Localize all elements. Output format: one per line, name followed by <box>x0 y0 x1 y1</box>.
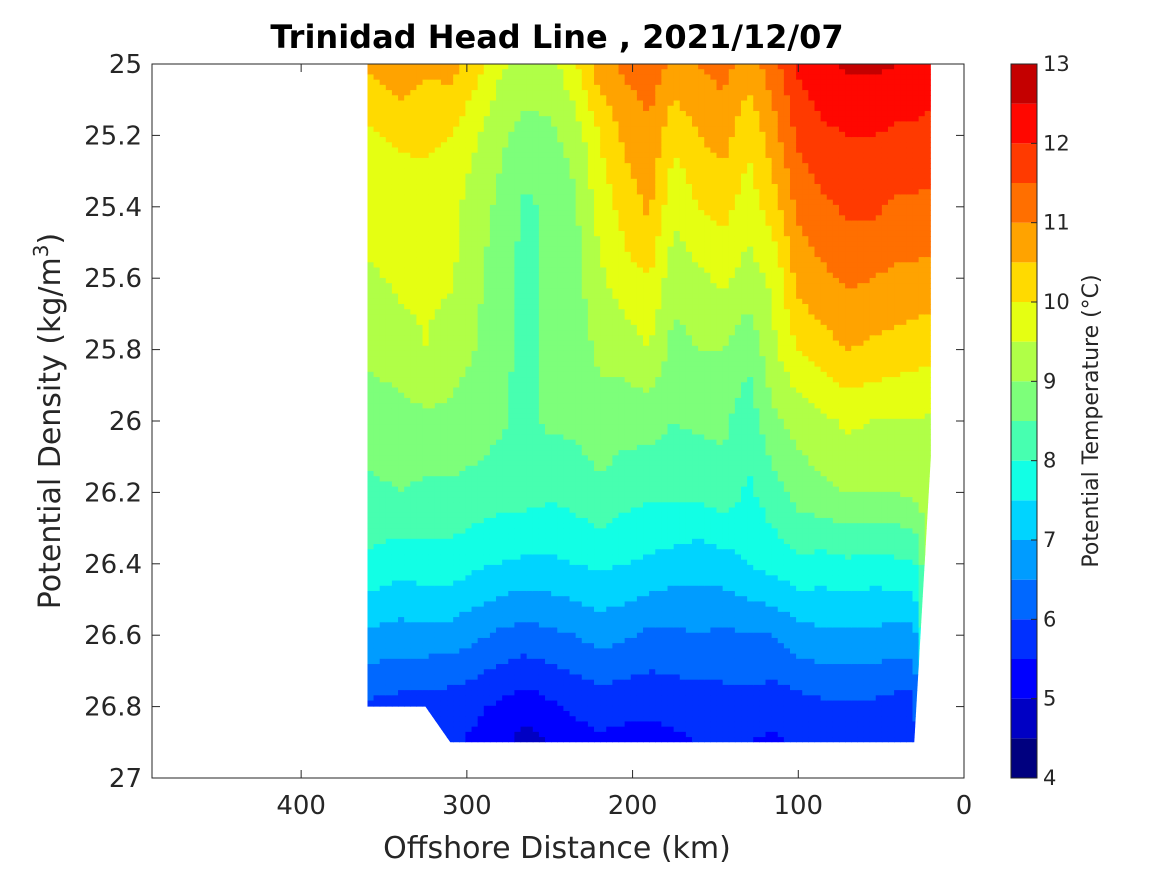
colorbar-swatch <box>1011 579 1037 620</box>
colorbar-tick-label: 9 <box>1043 369 1056 393</box>
y-axis: 25 25.2 25.4 25.6 25.8 26 26.2 26.4 26.6 26.8 27 <box>84 50 964 794</box>
colorbar-swatch <box>1011 421 1037 461</box>
y-tick-label: 25.8 <box>84 336 142 366</box>
y-tick-label: 26 <box>109 407 142 437</box>
colorbar-swatch <box>1011 540 1037 580</box>
colorbar-tick-label: 6 <box>1043 607 1056 631</box>
colorbar-tick-label: 5 <box>1043 687 1056 711</box>
colorbar-swatch <box>1011 183 1037 223</box>
colorbar-swatch <box>1011 302 1037 342</box>
colorbar-swatch <box>1011 619 1037 659</box>
colorbar-swatch <box>1011 64 1037 104</box>
x-tick-label: 300 <box>442 791 492 821</box>
y-tick-label: 25.2 <box>84 121 142 151</box>
colorbar-swatch <box>1011 262 1037 302</box>
y-tick-label: 26.6 <box>84 621 142 651</box>
x-axis: 400 300 200 100 0 <box>276 64 972 821</box>
colorbar-swatch <box>1011 341 1037 382</box>
colorbar-label: Potential Temperature (°C) <box>1079 274 1104 567</box>
y-tick-label: 26.8 <box>84 693 142 723</box>
colorbar-swatch <box>1011 659 1037 699</box>
colorbar-tick-label: 12 <box>1043 131 1070 155</box>
colorbar: 4 5 6 7 8 9 10 11 12 13 <box>1010 52 1070 790</box>
colorbar-tick-label: 10 <box>1043 290 1070 314</box>
colorbar-swatch <box>1011 500 1037 540</box>
x-tick-label: 200 <box>608 791 658 821</box>
x-tick-label: 100 <box>773 791 823 821</box>
colorbar-tick-label: 11 <box>1043 211 1070 235</box>
colorbar-swatch <box>1011 143 1037 183</box>
y-tick-label: 26.2 <box>84 478 142 508</box>
colorbar-swatch <box>1011 222 1037 263</box>
contour-field <box>367 64 931 743</box>
colorbar-tick-label: 7 <box>1043 528 1056 552</box>
y-tick-label: 25.4 <box>84 193 142 223</box>
colorbar-frame <box>1010 63 1038 779</box>
colorbar-swatch <box>1011 460 1037 501</box>
colorbar-swatch <box>1011 381 1037 421</box>
colorbar-swatch <box>1011 698 1037 739</box>
x-axis-label: Offshore Distance (km) <box>383 831 731 866</box>
y-tick-label: 27 <box>109 764 142 794</box>
y-tick-label: 25.6 <box>84 264 142 294</box>
colorbar-swatch <box>1011 738 1037 778</box>
x-tick-label: 0 <box>956 791 973 821</box>
y-tick-label: 26.4 <box>84 550 142 580</box>
y-axis-label: Potential Density (kg/m3) <box>29 233 68 609</box>
colorbar-swatch <box>1011 103 1037 144</box>
x-tick-label: 400 <box>276 791 326 821</box>
colorbar-tick-label: 13 <box>1043 52 1070 76</box>
colorbar-tick-label: 4 <box>1043 766 1056 790</box>
chart-title: Trinidad Head Line , 2021/12/07 <box>270 18 843 56</box>
colorbar-tick-label: 8 <box>1043 449 1056 473</box>
y-tick-label: 25 <box>109 50 142 80</box>
